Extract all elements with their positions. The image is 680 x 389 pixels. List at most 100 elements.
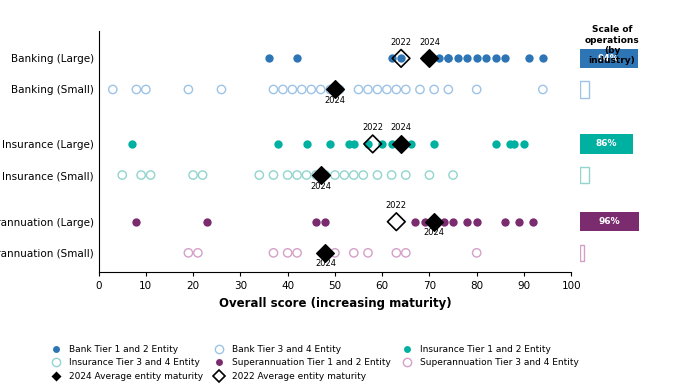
Point	[396, 141, 407, 147]
Text: 86%: 86%	[596, 139, 617, 149]
Text: 2022: 2022	[386, 201, 407, 210]
Point	[447, 172, 458, 178]
Point	[471, 86, 482, 93]
Text: 2024: 2024	[324, 96, 345, 105]
Point	[500, 55, 511, 61]
Point	[424, 55, 435, 61]
Point	[263, 55, 274, 61]
Point	[362, 250, 373, 256]
Point	[183, 86, 194, 93]
Point	[136, 172, 147, 178]
Point	[268, 250, 279, 256]
Point	[358, 172, 369, 178]
Point	[126, 141, 137, 147]
Point	[481, 55, 492, 61]
Point	[523, 55, 534, 61]
Text: 2024: 2024	[315, 259, 336, 268]
Point	[183, 250, 194, 256]
Point	[428, 219, 439, 225]
Point	[447, 219, 458, 225]
Point	[348, 141, 359, 147]
Point	[428, 219, 439, 225]
Point	[311, 219, 322, 225]
Point	[396, 55, 407, 61]
Point	[396, 141, 407, 147]
Point	[325, 141, 336, 147]
Point	[296, 86, 307, 93]
Point	[268, 172, 279, 178]
Point	[145, 172, 156, 178]
Point	[386, 172, 397, 178]
Point	[405, 141, 416, 147]
Point	[197, 172, 208, 178]
Point	[216, 86, 227, 93]
Point	[282, 172, 293, 178]
Point	[401, 172, 411, 178]
Point	[471, 250, 482, 256]
Text: 96%: 96%	[598, 217, 620, 226]
Point	[273, 141, 284, 147]
Point	[306, 86, 317, 93]
X-axis label: Overall score (increasing maturity): Overall score (increasing maturity)	[218, 297, 452, 310]
Point	[381, 86, 392, 93]
Point	[131, 219, 142, 225]
Point	[362, 86, 373, 93]
Point	[117, 172, 128, 178]
Bar	[580, 81, 589, 98]
Point	[401, 86, 411, 93]
Point	[386, 55, 397, 61]
Point	[268, 86, 279, 93]
Point	[372, 172, 383, 178]
Point	[188, 172, 199, 178]
Point	[320, 172, 331, 178]
Point	[320, 219, 331, 225]
Point	[377, 141, 388, 147]
Point	[277, 86, 288, 93]
Bar	[580, 49, 638, 68]
Point	[372, 86, 383, 93]
Text: 2022: 2022	[390, 38, 411, 47]
Point	[424, 172, 435, 178]
Point	[401, 250, 411, 256]
Point	[462, 55, 473, 61]
Point	[505, 141, 515, 147]
Bar	[580, 134, 632, 154]
Point	[348, 250, 359, 256]
Text: 2024: 2024	[419, 38, 440, 47]
Point	[320, 250, 331, 256]
Point	[537, 55, 548, 61]
Point	[311, 172, 322, 178]
Point	[509, 141, 520, 147]
Point	[433, 55, 444, 61]
Point	[391, 219, 402, 225]
Text: 94%: 94%	[598, 54, 619, 63]
Point	[192, 250, 203, 256]
Bar	[580, 167, 589, 183]
Point	[537, 86, 548, 93]
Point	[420, 219, 430, 225]
Point	[292, 250, 303, 256]
Bar	[580, 212, 639, 231]
Point	[490, 55, 501, 61]
Point	[316, 172, 326, 178]
Point	[367, 141, 378, 147]
Point	[140, 86, 151, 93]
Point	[292, 172, 303, 178]
Point	[391, 250, 402, 256]
Point	[428, 86, 439, 93]
Point	[254, 172, 265, 178]
Legend: Bank Tier 1 and 2 Entity, Insurance Tier 3 and 4 Entity, 2024 Average entity mat: Bank Tier 1 and 2 Entity, Insurance Tier…	[44, 341, 582, 384]
Point	[316, 86, 326, 93]
Point	[462, 219, 473, 225]
Point	[292, 55, 303, 61]
Point	[396, 55, 407, 61]
Point	[301, 172, 312, 178]
Point	[287, 86, 298, 93]
Point	[514, 219, 525, 225]
Point	[443, 86, 454, 93]
Point	[443, 55, 454, 61]
Point	[410, 219, 421, 225]
Point	[343, 141, 354, 147]
Point	[391, 86, 402, 93]
Text: 2024: 2024	[310, 182, 331, 191]
